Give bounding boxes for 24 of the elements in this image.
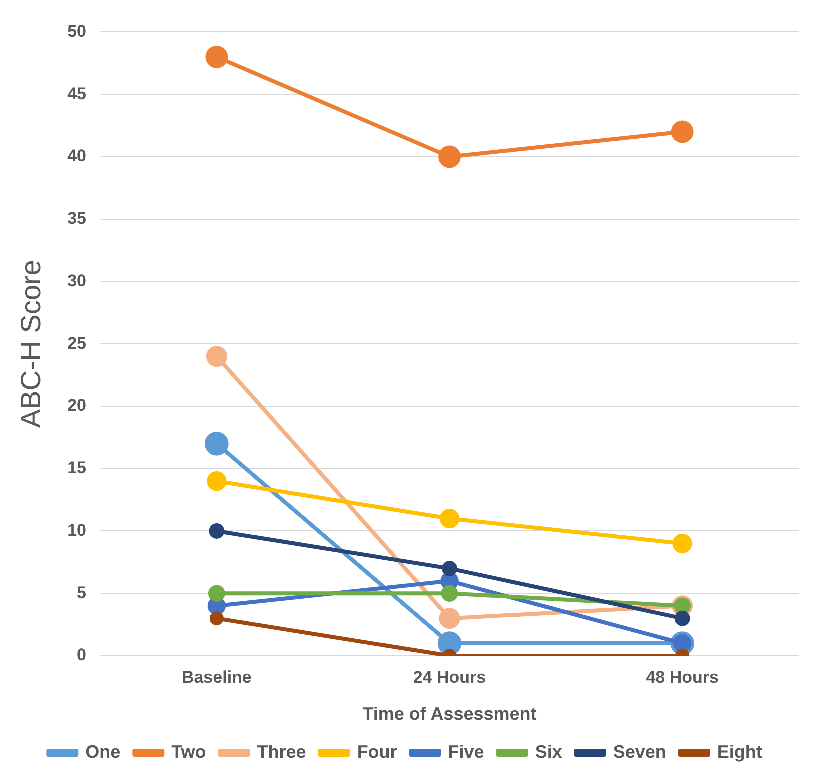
x-tick-label: 48 Hours: [646, 668, 719, 687]
y-tick-label: 45: [68, 84, 87, 104]
x-tick-label: 24 Hours: [413, 668, 486, 687]
legend-label: Three: [257, 742, 306, 762]
legend-label: Seven: [613, 742, 666, 762]
y-tick-label: 20: [68, 396, 87, 416]
legend-label: Four: [357, 742, 398, 762]
y-tick-label: 0: [77, 646, 87, 665]
x-tick-label: Baseline: [182, 668, 252, 687]
legend-label: Five: [448, 742, 484, 762]
legend-label: Two: [172, 742, 206, 762]
y-tick-label: 25: [68, 334, 87, 353]
y-tick-label: 35: [68, 209, 87, 228]
y-tick-label: 15: [68, 458, 87, 478]
legend-label: Six: [535, 742, 562, 762]
y-tick-label: 40: [68, 146, 87, 166]
y-axis-title: ABC-H Score: [16, 260, 47, 428]
y-tick-label: 50: [68, 22, 87, 41]
x-axis-title: Time of Assessment: [362, 704, 537, 724]
y-tick-label: 10: [68, 520, 87, 540]
legend-label: Eight: [717, 742, 762, 762]
y-tick-label: 5: [77, 583, 87, 602]
y-tick-label: 30: [68, 271, 87, 290]
legend-label: One: [86, 742, 121, 762]
